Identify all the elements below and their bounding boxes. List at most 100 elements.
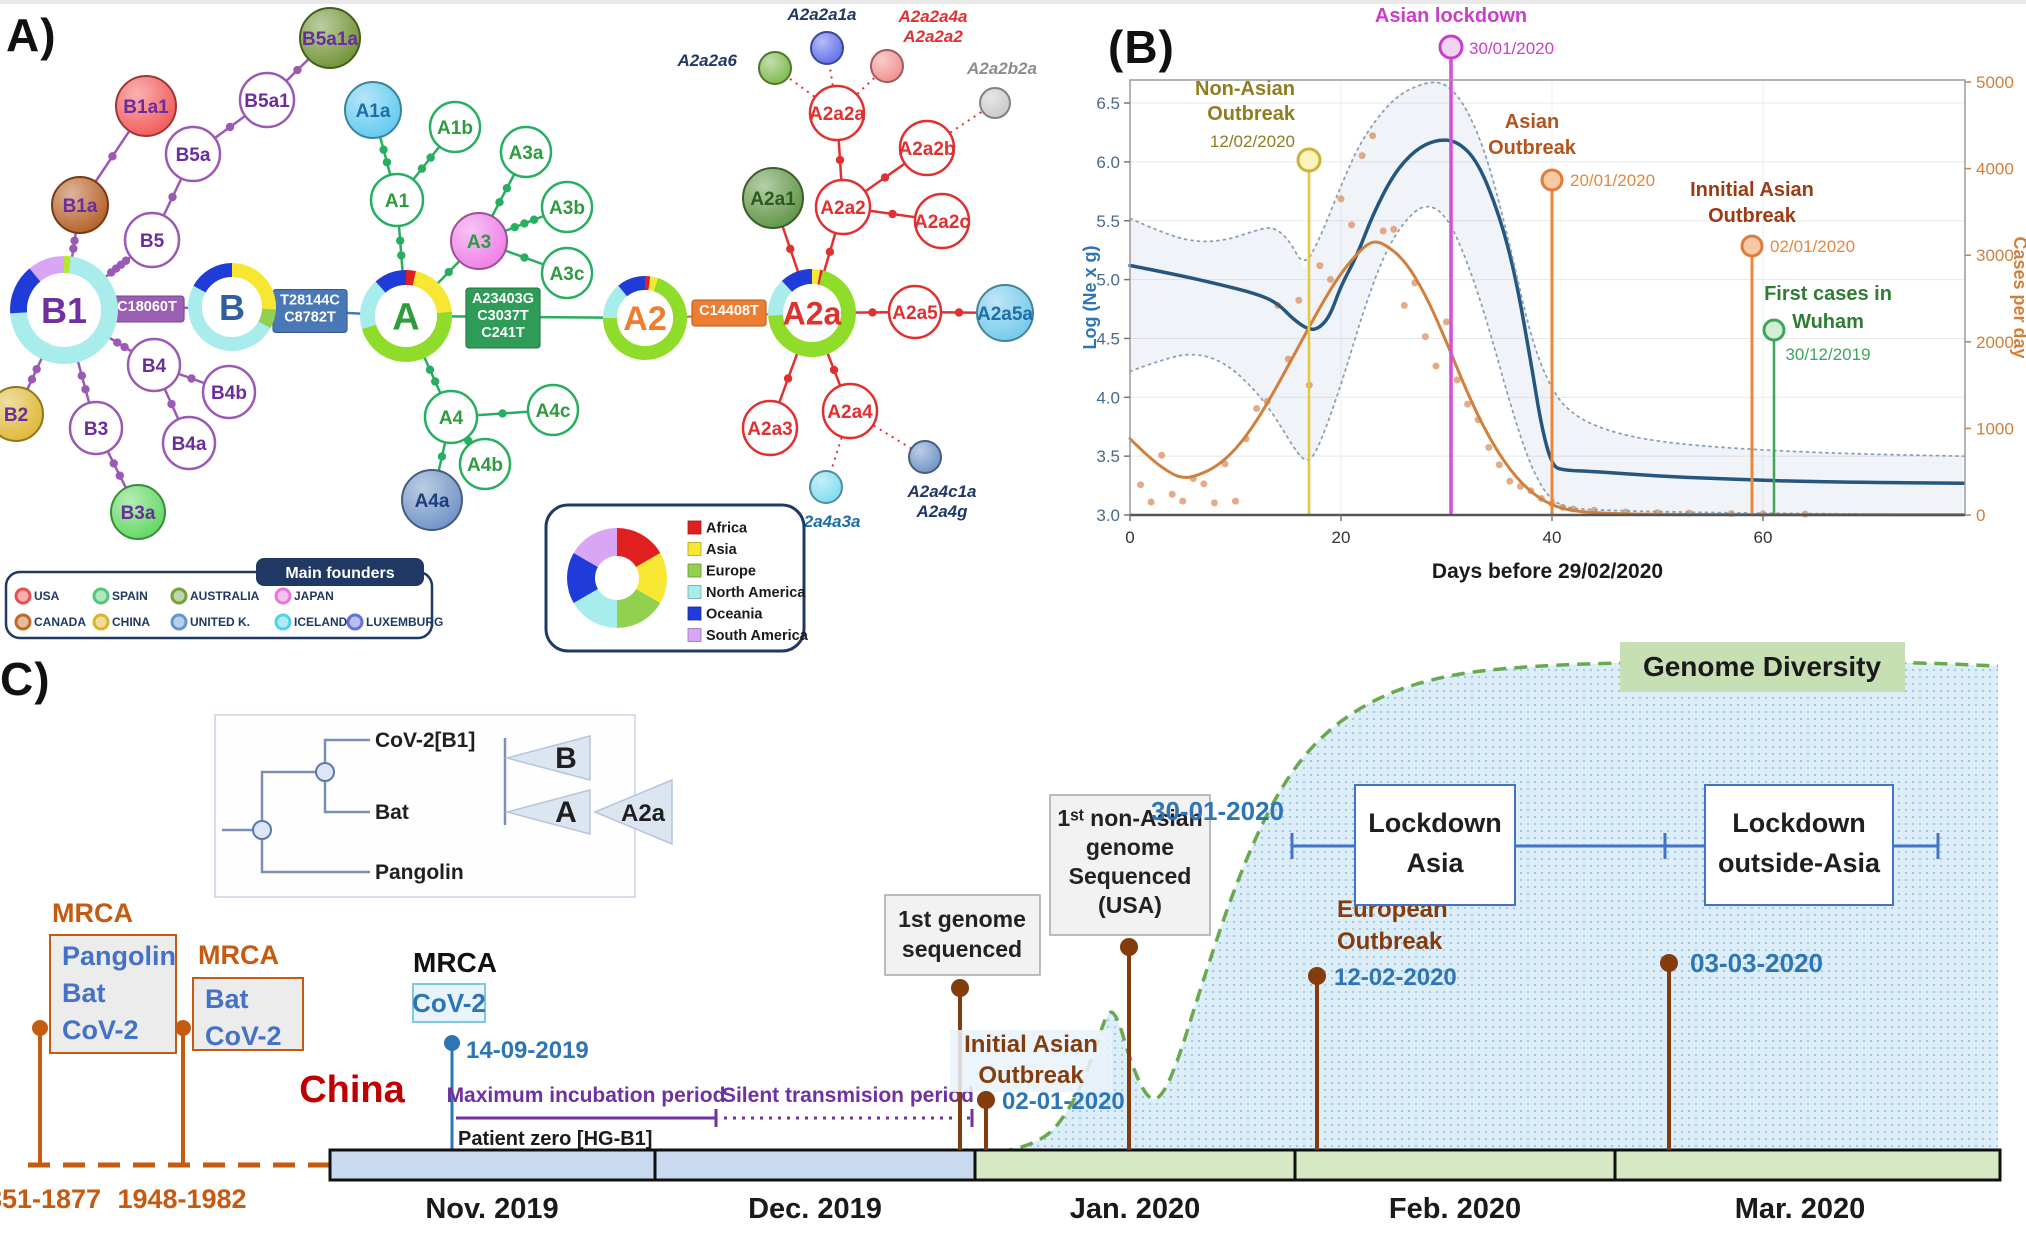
- tree-clade-A: A: [555, 796, 577, 829]
- mutation-dot: [425, 365, 435, 374]
- mutation-dot: [120, 342, 129, 352]
- mrca1-box-line: CoV-2: [62, 1015, 139, 1045]
- node-B4b: [201, 364, 257, 420]
- event-marker: [1762, 318, 1786, 342]
- tree-node: [315, 762, 335, 782]
- event0303-date: 03-03-2020: [1690, 948, 1823, 978]
- mutation-dot: [108, 152, 117, 161]
- scatter-point: [1485, 443, 1493, 451]
- month-segment-Feb2020: [1295, 1150, 1615, 1180]
- event-innitial-asian-outbreak: Innitial Asian Outbreak 02/01/2020: [1690, 179, 1855, 515]
- founder-label-ICELAND: ICELAND: [294, 615, 348, 629]
- node-label-B4: B4: [142, 356, 167, 377]
- scatter-point: [1337, 195, 1345, 203]
- donut-segment: [617, 589, 661, 628]
- donut-segment: [645, 276, 651, 291]
- continent-swatch-Asia: [687, 542, 702, 556]
- node-A2a4: [821, 382, 879, 440]
- founders-legend-title-box: [256, 558, 424, 586]
- bar-outline: [328, 1148, 2002, 1182]
- tree-leaf-pangolin: Pangolin: [375, 861, 464, 884]
- y-right-tick-label: 0: [1976, 506, 1985, 525]
- mutation-box-label: A23403G: [472, 291, 534, 307]
- event-date: 20/01/2020: [1570, 171, 1655, 190]
- founder-label-SPAIN: SPAIN: [112, 589, 148, 603]
- mutation-dot: [293, 65, 302, 75]
- scatter-point: [1158, 451, 1166, 459]
- node-label-B1a: B1a: [63, 196, 98, 217]
- mutation-dot: [783, 374, 793, 383]
- node-ext-label-A2a4a3a: A2a4a3a: [790, 512, 860, 531]
- lockdown-outside-box: [1704, 784, 1894, 906]
- scatter-point: [1379, 227, 1387, 235]
- lockdown-date: 30-01-2020: [1151, 796, 1284, 826]
- node-A4c: [526, 383, 580, 437]
- donut-segment: [375, 270, 406, 293]
- node-label-A: A: [392, 297, 419, 339]
- donut-segment: [603, 278, 688, 361]
- tree-node: [252, 820, 272, 840]
- node-A2a2: [814, 178, 872, 236]
- mrca1-dot: [32, 1020, 48, 1036]
- event-label: Asian: [1505, 111, 1559, 133]
- mutation-box: [691, 299, 767, 327]
- node-label-A2a2c: A2a2c: [914, 212, 970, 233]
- node-A2a4cg: [908, 440, 942, 474]
- tree-leaf-bat: Bat: [375, 801, 409, 824]
- nonasian-genome-box: [1049, 794, 1211, 936]
- donut-segment: [617, 528, 661, 567]
- donut-segment: [817, 269, 823, 285]
- mutation-dot: [880, 173, 890, 182]
- donut-node-A: A: [359, 270, 452, 362]
- continent-legend: Africa Asia Europe North America Oceania Sout…: [544, 503, 809, 653]
- node-label-B5: B5: [140, 231, 165, 252]
- mutation-dot: [27, 375, 37, 384]
- node-label-A1: A1: [385, 191, 410, 212]
- month-label-Jan2020: Jan. 2020: [1070, 1193, 1201, 1225]
- event-date: 02/01/2020: [1770, 237, 1855, 256]
- patient-zero-label: Patient zero [HG-B1]: [458, 1128, 652, 1150]
- node-A3a: [499, 125, 553, 179]
- mutation-dot: [498, 409, 507, 418]
- node-ext-label-A2a2b2a: A2a2b2a: [966, 59, 1037, 78]
- mrca1-box-line: Pangolin: [62, 941, 176, 971]
- network-nodes: B1a B1a1 B5 B5a B5a1 B5a1a B2 B3 B3a B4 B4a B4b A1 A1…: [0, 5, 1037, 540]
- initial-asian-dot: [977, 1091, 995, 1109]
- founder-label-USA: USA: [34, 589, 60, 603]
- mrca3-dot: [444, 1035, 460, 1051]
- mrca1-box-line: Bat: [62, 978, 106, 1008]
- donut-node-A2a: A2a: [768, 269, 856, 358]
- mutation-dot: [868, 308, 877, 317]
- event-label: Outbreak: [1708, 205, 1797, 227]
- node-A2a2c: [913, 192, 971, 250]
- mutation-dot: [888, 209, 897, 219]
- node-label-A2a2a: A2a2a: [809, 104, 865, 125]
- mutation-dot: [379, 145, 388, 154]
- initial-asian-line: Outbreak: [978, 1062, 1084, 1089]
- node-label-A2a4: A2a4: [827, 402, 873, 423]
- node-label-B2: B2: [4, 405, 28, 426]
- mrca2-title: MRCA: [198, 940, 279, 970]
- node-label-A2: A2: [623, 300, 666, 338]
- node-label-B5a1: B5a1: [244, 91, 290, 112]
- founder-label-UNITED K.: UNITED K.: [190, 615, 250, 629]
- mutation-dot: [520, 219, 529, 228]
- node-A1b: [428, 100, 482, 154]
- scatter-point: [1168, 490, 1176, 498]
- mrca1-box: [49, 934, 177, 1054]
- continent-swatch-North America: [687, 585, 702, 599]
- scatter-point: [1464, 400, 1472, 408]
- scatter-point: [1506, 477, 1514, 485]
- node-B5a1: [238, 71, 296, 129]
- donut-segment: [768, 280, 793, 316]
- donut-segment: [618, 276, 645, 297]
- y-left-tick-label: 5.0: [1096, 271, 1120, 290]
- node-label-A2a3: A2a3: [747, 419, 792, 440]
- node-A2a2a1a: [810, 31, 844, 65]
- scatter-point: [1326, 275, 1334, 283]
- scatter-point: [1210, 499, 1218, 507]
- y-left-tick-label: 6.5: [1096, 94, 1120, 113]
- mutation-dot: [187, 374, 196, 383]
- node-B1a: [51, 176, 109, 234]
